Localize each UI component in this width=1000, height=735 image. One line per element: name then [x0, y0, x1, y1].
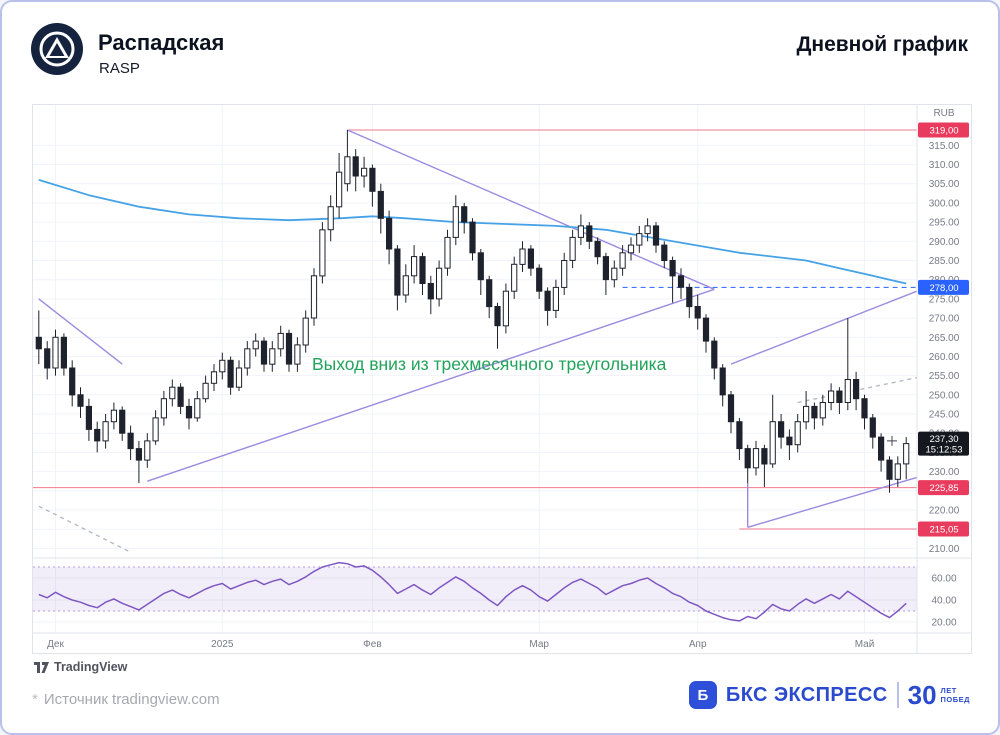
svg-text:215,05: 215,05	[929, 525, 958, 536]
svg-text:319,00: 319,00	[929, 126, 958, 137]
svg-text:300.00: 300.00	[929, 198, 960, 209]
svg-text:275.00: 275.00	[929, 294, 960, 305]
bcs-logo-letter: Б	[697, 686, 709, 704]
svg-text:305.00: 305.00	[929, 179, 960, 190]
svg-text:220.00: 220.00	[929, 506, 960, 517]
chart-panel[interactable]: Выход вниз из трехмесячного треугольника…	[32, 104, 972, 654]
svg-text:245.00: 245.00	[929, 410, 960, 421]
svg-text:Дек: Дек	[47, 639, 64, 650]
ticker-label: RASP	[99, 60, 140, 77]
svg-text:265.00: 265.00	[929, 333, 960, 344]
svg-text:310.00: 310.00	[929, 160, 960, 171]
svg-text:230.00: 230.00	[929, 467, 960, 478]
svg-text:Апр: Апр	[689, 639, 707, 650]
svg-text:RUB: RUB	[933, 108, 954, 119]
svg-text:315.00: 315.00	[929, 141, 960, 152]
anniversary-mark: 30 ЛЕТ ПОБЕД	[908, 682, 970, 708]
svg-text:225,85: 225,85	[929, 483, 958, 494]
svg-text:260.00: 260.00	[929, 352, 960, 363]
anniversary-number: 30	[907, 680, 937, 710]
tradingview-watermark: TradingView	[34, 660, 127, 674]
bcs-express-logo: Б БКС ЭКСПРЕСС 30 ЛЕТ ПОБЕД	[688, 681, 970, 709]
raspadskaya-logo-icon	[31, 23, 83, 75]
chart-canvas[interactable]: Выход вниз из трехмесячного треугольника…	[33, 105, 971, 653]
anniversary-caption-2: ПОБЕД	[940, 695, 970, 704]
svg-text:15:12:53: 15:12:53	[926, 445, 963, 456]
svg-text:210.00: 210.00	[929, 544, 960, 555]
chart-type-label: Дневной график	[796, 33, 968, 56]
anniversary-caption-1: ЛЕТ	[940, 685, 957, 695]
svg-text:270.00: 270.00	[929, 314, 960, 325]
svg-text:278,00: 278,00	[929, 283, 958, 294]
brand-divider	[896, 682, 899, 708]
svg-text:295.00: 295.00	[929, 218, 960, 229]
source-note: * Источник tradingview.com	[32, 691, 220, 708]
tradingview-label: TradingView	[54, 660, 128, 674]
svg-text:Мар: Мар	[529, 639, 549, 650]
svg-text:250.00: 250.00	[929, 390, 960, 401]
svg-text:Май: Май	[855, 639, 875, 650]
svg-text:237,30: 237,30	[929, 434, 958, 445]
source-text: Источник tradingview.com	[43, 691, 220, 708]
svg-text:20.00: 20.00	[931, 618, 956, 629]
svg-text:40.00: 40.00	[931, 596, 956, 607]
svg-text:290.00: 290.00	[929, 237, 960, 248]
source-asterisk: *	[32, 691, 38, 708]
bcs-logo-icon: Б	[688, 681, 717, 709]
svg-text:2025: 2025	[211, 639, 234, 650]
svg-text:255.00: 255.00	[929, 371, 960, 382]
svg-text:Фев: Фев	[363, 639, 381, 650]
tradingview-logo-icon	[34, 661, 49, 673]
svg-text:60.00: 60.00	[931, 574, 956, 585]
brand-name: БКС ЭКСПРЕСС	[725, 683, 888, 706]
svg-text:285.00: 285.00	[929, 256, 960, 267]
page-title: Распадская	[98, 30, 225, 55]
svg-text:Выход вниз из трехмесячного тр: Выход вниз из трехмесячного треугольника	[312, 354, 667, 374]
